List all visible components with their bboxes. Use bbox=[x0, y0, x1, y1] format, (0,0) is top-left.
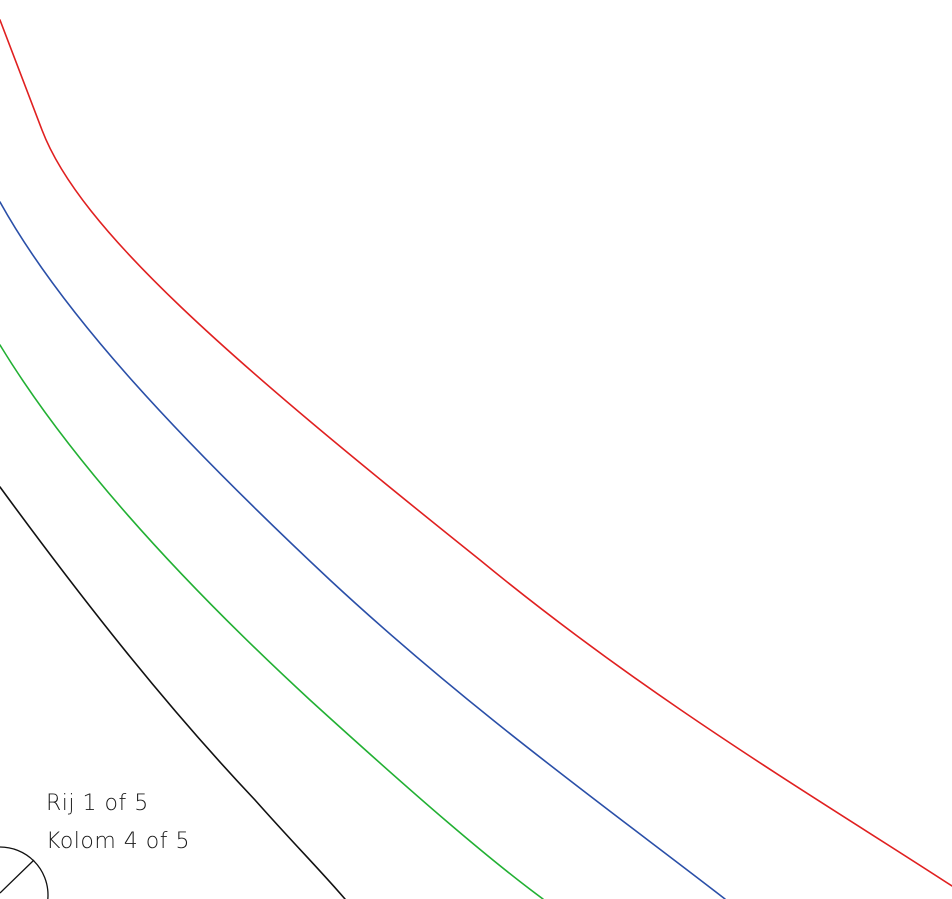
blue-curve bbox=[0, 201, 726, 899]
sheet-row-label: Rij 1 of 5 bbox=[46, 791, 149, 816]
green-curve bbox=[0, 344, 544, 899]
north-arrow-icon bbox=[0, 846, 49, 899]
red-curve bbox=[0, 19, 952, 887]
sheet-column-label: Kolom 4 of 5 bbox=[46, 829, 190, 854]
black-curve bbox=[0, 486, 346, 899]
